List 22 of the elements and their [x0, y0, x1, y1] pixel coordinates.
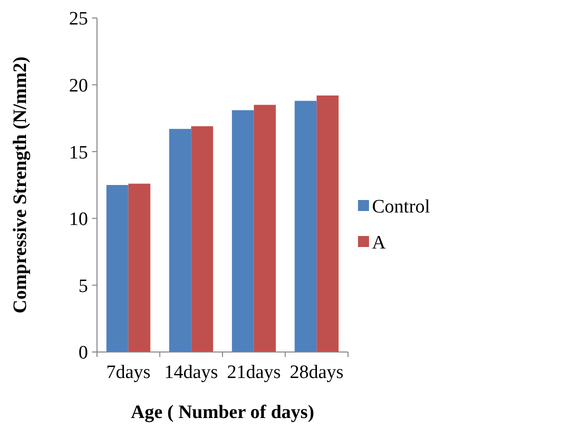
legend-label: A	[372, 232, 386, 254]
x-tick-label: 7days	[106, 362, 151, 383]
bar	[294, 100, 317, 352]
y-tick-label: 20	[69, 75, 88, 96]
legend-label: Control	[372, 196, 430, 218]
bar	[128, 184, 150, 352]
bar	[191, 126, 214, 352]
x-tick-label: 21days	[226, 362, 281, 383]
x-tick-label: 14days	[164, 362, 218, 383]
bar	[232, 110, 254, 352]
bar	[254, 104, 276, 352]
bar	[106, 185, 128, 352]
y-tick-label: 15	[69, 142, 88, 164]
x-tick-label: 28days	[290, 362, 344, 383]
y-axis-title: Compressive Strength (N/mm2)	[10, 56, 31, 314]
bar	[169, 128, 192, 352]
bar	[316, 95, 339, 352]
y-tick-label: 5	[78, 276, 88, 297]
x-axis-title: Age ( Number of days)	[130, 402, 314, 423]
y-tick-label: 0	[78, 342, 88, 364]
y-tick-label: 25	[69, 8, 88, 30]
y-tick-label: 10	[69, 209, 88, 230]
